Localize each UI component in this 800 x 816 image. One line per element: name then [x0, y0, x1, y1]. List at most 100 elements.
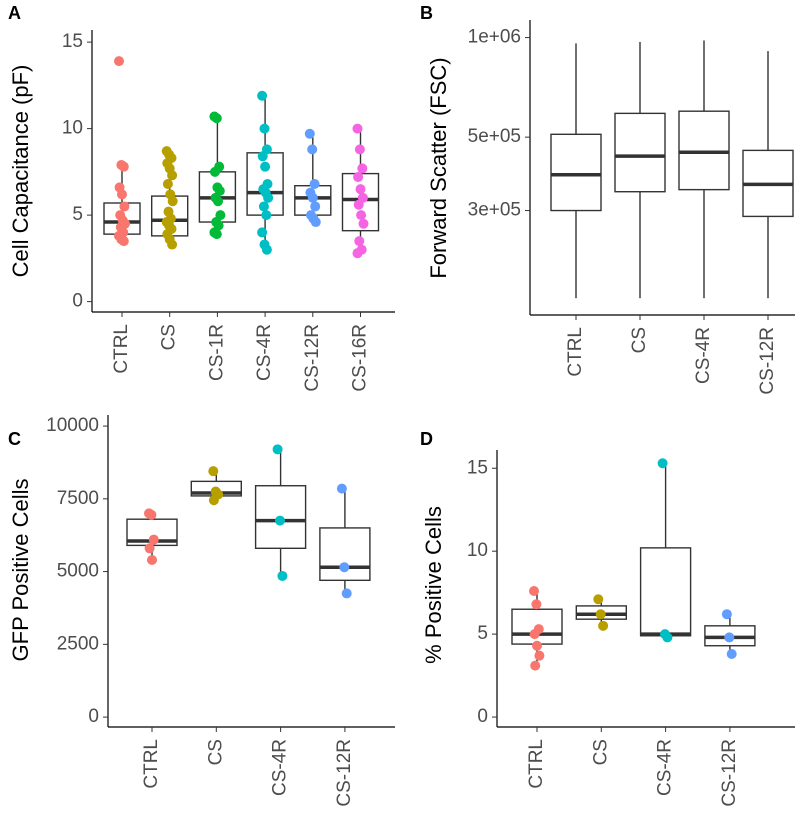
data-point	[147, 554, 157, 565]
x-tick-label: CS	[159, 324, 180, 350]
x-tick-label: CTRL	[565, 327, 586, 377]
data-point	[167, 170, 178, 181]
data-point	[146, 509, 157, 520]
data-point	[304, 128, 315, 139]
data-point	[598, 620, 609, 631]
data-point	[530, 660, 541, 671]
x-tick-label: CS-4R	[655, 739, 676, 796]
y-tick-label: 15	[467, 457, 488, 478]
data-point	[341, 588, 352, 599]
data-point	[118, 236, 129, 247]
y-axis-title: GFP Positive Cells	[8, 479, 33, 662]
y-tick-label: 1e+06	[468, 27, 521, 48]
x-tick-label: CS	[629, 327, 650, 353]
data-point	[358, 218, 369, 229]
y-tick-label: 5	[72, 204, 83, 225]
data-point	[144, 543, 155, 554]
data-point	[272, 444, 283, 455]
data-point	[211, 229, 222, 240]
x-tick-label: CS-16R	[350, 324, 371, 392]
x-tick-label: CS	[590, 739, 611, 765]
panel-label: A	[8, 3, 21, 23]
data-point	[263, 192, 274, 203]
data-point	[148, 534, 159, 545]
x-tick-label: CS-4R	[254, 324, 275, 381]
data-point	[208, 495, 219, 506]
data-point	[258, 201, 269, 212]
x-tick-label: CTRL	[526, 739, 547, 789]
data-point	[352, 123, 363, 134]
data-point	[355, 184, 366, 195]
data-point	[213, 196, 223, 207]
data-point	[211, 113, 222, 124]
x-tick-label: CS-1R	[206, 324, 227, 381]
x-tick-label: CS-12R	[334, 739, 355, 807]
data-point	[354, 144, 365, 155]
data-point	[353, 172, 364, 183]
x-tick-label: CS-12R	[302, 324, 323, 392]
data-point	[307, 144, 318, 155]
box	[614, 112, 666, 193]
data-point	[357, 163, 368, 174]
panel-label: B	[420, 3, 433, 23]
y-tick-label: 5e+05	[468, 126, 521, 147]
data-point	[277, 570, 288, 581]
y-tick-label: 0	[477, 706, 488, 727]
panel-label: C	[8, 429, 21, 449]
data-point	[114, 56, 124, 67]
data-point	[210, 166, 220, 177]
y-axis-title: Cell Capacitance (pF)	[8, 65, 33, 278]
data-point	[531, 599, 542, 610]
x-tick-label: CTRL	[141, 739, 162, 789]
data-point	[356, 210, 367, 221]
data-point	[662, 632, 673, 643]
data-point	[257, 90, 268, 101]
data-point	[307, 192, 318, 203]
data-point	[529, 629, 540, 640]
data-point	[534, 650, 545, 661]
data-point	[593, 594, 604, 605]
box	[550, 133, 602, 212]
box	[678, 110, 730, 191]
x-tick-label: CS-12R	[757, 327, 778, 395]
x-tick-label: CS-4R	[270, 739, 291, 796]
data-point	[339, 562, 350, 573]
data-point	[657, 458, 668, 469]
data-point	[310, 201, 321, 212]
data-point	[532, 640, 542, 651]
data-point	[352, 248, 363, 259]
y-tick-label: 10	[467, 540, 488, 561]
y-tick-label: 10000	[46, 415, 99, 436]
data-point	[162, 178, 173, 189]
y-axis-title: Forward Scatter (FSC)	[426, 57, 451, 278]
y-tick-label: 7500	[57, 488, 99, 509]
data-point	[724, 632, 735, 643]
data-point	[275, 515, 285, 526]
data-point	[529, 585, 539, 596]
data-point	[118, 161, 129, 172]
x-tick-label: CTRL	[111, 324, 132, 374]
y-tick-label: 5000	[57, 561, 99, 582]
y-tick-label: 3e+05	[468, 200, 521, 221]
data-point	[167, 239, 178, 250]
data-point	[119, 201, 130, 212]
y-tick-label: 10	[62, 118, 83, 139]
y-tick-label: 0	[72, 291, 83, 312]
data-point	[310, 217, 321, 228]
data-point	[726, 649, 737, 660]
data-point	[167, 196, 178, 207]
data-point	[117, 189, 127, 200]
data-point	[260, 161, 271, 172]
y-tick-label: 2500	[57, 633, 99, 654]
y-axis-title: % Positive Cells	[421, 506, 446, 664]
y-tick-label: 15	[62, 31, 83, 52]
y-tick-label: 0	[88, 706, 99, 727]
data-point	[261, 210, 272, 221]
box	[319, 527, 371, 582]
data-point	[208, 466, 219, 477]
data-point	[259, 123, 270, 134]
y-tick-label: 5	[477, 623, 488, 644]
data-point	[261, 244, 272, 255]
x-tick-label: CS	[205, 739, 226, 765]
